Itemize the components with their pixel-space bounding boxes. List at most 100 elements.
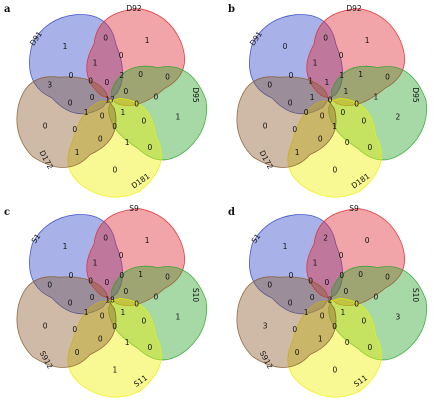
region-count: 0 [119, 51, 124, 60]
region-count: 0 [288, 298, 293, 307]
region-count: 0 [98, 334, 103, 343]
region-count: 0 [72, 125, 77, 134]
region-count: 0 [292, 325, 297, 334]
petal-set-5 [16, 276, 117, 368]
region-count: 3 [263, 322, 268, 331]
region-count: 0 [112, 122, 117, 131]
region-count: 1 [138, 270, 143, 279]
region-count: 1 [283, 242, 288, 251]
region-count: 0 [105, 78, 110, 87]
region-count: 0 [362, 317, 367, 326]
region-count: 0 [333, 365, 338, 374]
region-count: 0 [332, 322, 337, 331]
venn-panel-c: cS1S9S10S11S9121111000000000101100000001… [4, 204, 207, 398]
region-count: 1 [125, 138, 130, 147]
petal-set-2 [86, 8, 185, 107]
panel-letter: a [4, 4, 11, 15]
region-count: 1 [304, 308, 309, 317]
region-count-all-sets: 2 [328, 296, 333, 305]
region-count: 0 [368, 343, 373, 352]
region-count: 0 [263, 122, 268, 131]
petal-set-3 [108, 65, 207, 161]
region-count: 1 [325, 78, 330, 87]
petal-set-2 [306, 208, 405, 307]
region-count: 0 [105, 278, 110, 287]
region-count: 0 [148, 143, 153, 152]
region-count: 0 [295, 348, 300, 357]
petal-set-4 [287, 97, 382, 198]
petal-set-5 [236, 76, 337, 168]
region-count: 0 [283, 42, 288, 51]
region-count: 0 [124, 87, 129, 96]
region-count: 0 [90, 93, 95, 102]
region-count-all-sets: 18 [105, 296, 115, 305]
region-count: 1 [63, 42, 68, 51]
region-count: 0 [358, 270, 363, 279]
region-count: 0 [289, 271, 294, 280]
region-count: 1 [93, 58, 98, 67]
region-count: 0 [292, 125, 297, 134]
panel-letter: b [228, 4, 235, 15]
region-count: 0 [310, 293, 315, 302]
set-label: S10 [411, 288, 420, 303]
region-count: 1 [332, 122, 337, 131]
region-count: 0 [69, 71, 74, 80]
petal-set-3 [328, 65, 427, 161]
region-count: 0 [98, 134, 103, 143]
set-label: S10 [191, 288, 200, 303]
region-count: 0 [339, 271, 344, 280]
region-count: 0 [289, 71, 294, 80]
region-count: 0 [308, 277, 313, 286]
region-count: 0 [43, 122, 48, 131]
region-count: 1 [145, 36, 150, 45]
region-count: 1 [313, 58, 318, 67]
region-count: 0 [344, 287, 349, 296]
panel-letter: d [228, 207, 235, 218]
region-count: 1 [145, 236, 150, 245]
set-label: D95 [411, 87, 420, 103]
region-count: 3 [396, 312, 401, 321]
region-count: 0 [138, 70, 143, 79]
set-label: S9 [129, 204, 139, 213]
region-count: 0 [339, 51, 344, 60]
region-count: 2 [396, 112, 401, 121]
region-count: 1 [365, 36, 370, 45]
region-count: 0 [142, 117, 147, 126]
set-label: S9 [349, 204, 359, 213]
petal-set-5 [16, 76, 117, 168]
region-count: 1 [310, 93, 315, 102]
region-count: 0 [325, 278, 330, 287]
set-label: D92 [126, 4, 142, 13]
region-count: 0 [90, 293, 95, 302]
region-count: 0 [134, 99, 139, 108]
region-count: 0 [339, 251, 344, 260]
region-count: 1 [84, 108, 89, 117]
region-count: 0 [341, 108, 346, 117]
region-count: 0 [323, 34, 328, 43]
region-count: 1 [176, 112, 181, 121]
region-count: 2 [323, 234, 328, 243]
region-count: 1 [121, 308, 126, 317]
region-count: 1 [295, 148, 300, 157]
petal-set-4 [67, 97, 162, 198]
region-count: 0 [100, 312, 105, 321]
region-count: 1 [121, 108, 126, 117]
venn-panel-a: aD91D92D95D181D1721110000013000101000002… [4, 4, 207, 198]
region-count: 1 [358, 70, 363, 79]
region-count: 2 [119, 71, 124, 80]
region-count: 0 [385, 72, 390, 81]
region-count: 0 [88, 77, 93, 86]
region-count: 0 [354, 99, 359, 108]
region-count: 0 [72, 325, 77, 334]
region-count-all-sets: 0 [328, 96, 333, 105]
region-count: 1 [75, 148, 80, 157]
region-count: 0 [68, 298, 73, 307]
region-count: 0 [134, 299, 139, 308]
region-count: 1 [113, 365, 118, 374]
region-count: 1 [176, 312, 181, 321]
region-count: 0 [365, 236, 370, 245]
region-count: 0 [154, 292, 159, 301]
region-count: 0 [368, 143, 373, 152]
region-count: 0 [75, 348, 80, 357]
region-count: 1 [63, 242, 68, 251]
